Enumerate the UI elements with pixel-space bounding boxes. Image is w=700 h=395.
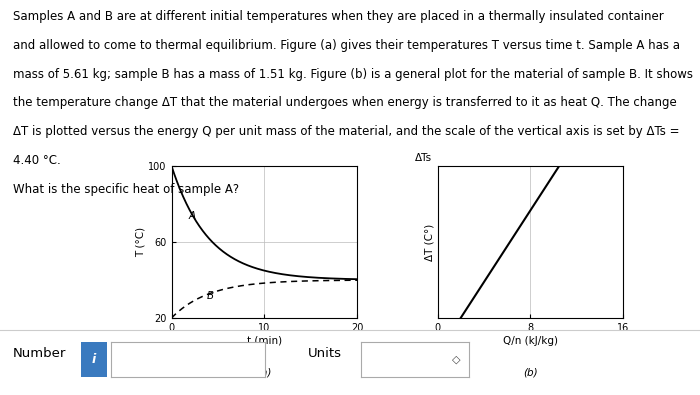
Text: B: B [206, 291, 214, 301]
Text: Samples A and B are at different initial temperatures when they are placed in a : Samples A and B are at different initial… [13, 10, 664, 23]
Text: (b): (b) [523, 368, 538, 378]
Text: and allowed to come to thermal equilibrium. Figure (a) gives their temperatures : and allowed to come to thermal equilibri… [13, 39, 680, 52]
Text: ΔTs: ΔTs [415, 153, 433, 163]
Text: ΔT is plotted versus the energy Q per unit mass of the material, and the scale o: ΔT is plotted versus the energy Q per un… [13, 125, 679, 138]
Y-axis label: ΔT (C°): ΔT (C°) [425, 223, 435, 261]
Text: i: i [92, 353, 96, 366]
Text: (a): (a) [257, 368, 272, 378]
X-axis label: Q/n (kJ/kg): Q/n (kJ/kg) [503, 336, 558, 346]
Text: Units: Units [308, 347, 342, 360]
Y-axis label: T (°C): T (°C) [136, 227, 146, 257]
Text: the temperature change ΔT that the material undergoes when energy is transferred: the temperature change ΔT that the mater… [13, 96, 676, 109]
Text: Number: Number [13, 347, 66, 360]
Text: What is the specific heat of sample A?: What is the specific heat of sample A? [13, 183, 239, 196]
Text: mass of 5.61 kg; sample B has a mass of 1.51 kg. Figure (b) is a general plot fo: mass of 5.61 kg; sample B has a mass of … [13, 68, 692, 81]
Text: A: A [188, 211, 195, 221]
Text: ◇: ◇ [452, 354, 460, 365]
X-axis label: t (min): t (min) [246, 336, 282, 346]
Text: 4.40 °C.: 4.40 °C. [13, 154, 60, 167]
